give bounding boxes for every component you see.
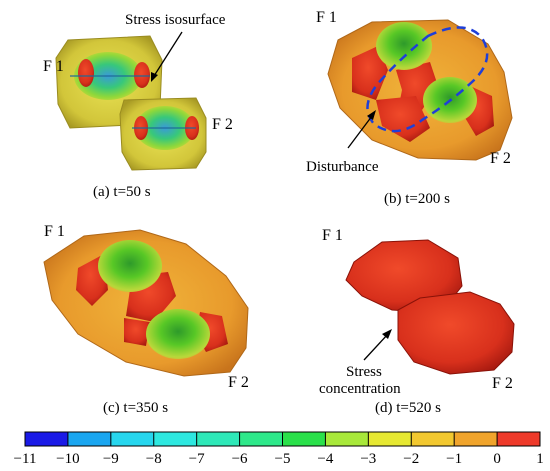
stress-concentration-arrow <box>363 333 389 361</box>
stress-concentration-arrowhead <box>382 329 392 339</box>
panel-b-fracture-1-bowl <box>376 22 432 70</box>
panel-c-fracture-1-bowl <box>98 240 162 292</box>
colorbar-segment <box>25 432 69 446</box>
colorbar-tick-label: −4 <box>317 451 333 467</box>
panel-b-f2-label: F 2 <box>490 150 511 167</box>
colorbar-tick-label: −9 <box>103 451 119 467</box>
panel-b-f1-label: F 1 <box>316 9 337 26</box>
disturbance-label: Disturbance <box>306 159 379 175</box>
colorbar-segment <box>110 432 155 446</box>
colorbar-ticks: −11 −10 −9 −8 −7 −6 −5 −4 −3 −2 −1 0 1 <box>14 432 544 467</box>
colorbar-segment <box>67 432 112 446</box>
stress-isosurface-label: Stress isosurface <box>125 12 226 28</box>
panel-a-f2-label: F 2 <box>212 116 233 133</box>
colorbar-tick-label: −7 <box>189 451 205 467</box>
colorbar-segment <box>454 432 498 446</box>
panel-b-caption: (b) t=200 s <box>384 191 450 207</box>
panel-b-red-lobe-left <box>352 46 388 100</box>
panel-d: Stress concentration F 1 F 2 (d) t=520 s <box>319 227 515 416</box>
panel-d-f1-label: F 1 <box>322 227 343 244</box>
stress-isosurface-arrowhead <box>151 72 158 82</box>
colorbar-tick-label: −5 <box>275 451 291 467</box>
stress-isosurface-arrow <box>153 31 183 77</box>
colorbar-segment <box>282 432 326 446</box>
colorbar-tick-label: 0 <box>493 451 501 467</box>
colorbar-segment <box>325 432 369 446</box>
panel-c-fracture-2-bowl <box>146 309 210 359</box>
colorbar-tick-label: −10 <box>56 451 79 467</box>
fracture-1-left-lobe <box>78 59 94 87</box>
colorbar-tick-label: −3 <box>360 451 376 467</box>
colorbar-segment <box>411 432 455 446</box>
panel-d-f2-label: F 2 <box>492 375 513 392</box>
panel-a: Stress isosurface F 1 F 2 (a) t=50 s <box>43 12 233 200</box>
panel-c-f2-label: F 2 <box>228 374 249 391</box>
colorbar-tick-label: 1 <box>536 451 544 467</box>
colorbar-segments <box>25 432 541 446</box>
panel-c-caption: (c) t=350 s <box>103 400 168 416</box>
disturbance-arrow <box>347 115 373 149</box>
panel-a-f1-label: F 1 <box>43 58 64 75</box>
colorbar-segment <box>239 432 283 446</box>
colorbar-segment <box>368 432 412 446</box>
colorbar-tick-label: −6 <box>232 451 248 467</box>
panel-d-fracture-2-zone <box>397 291 515 375</box>
colorbar-segment <box>196 432 241 446</box>
stress-concentration-label-line1: Stress <box>346 364 382 380</box>
disturbance-outline <box>366 26 489 133</box>
colorbar-tick-label: −8 <box>146 451 162 467</box>
stress-concentration-label-line2: concentration <box>319 381 401 397</box>
disturbance-arrowhead <box>367 110 376 120</box>
colorbar-tick-label: −1 <box>446 451 462 467</box>
colorbar: −11 −10 −9 −8 −7 −6 −5 −4 −3 −2 −1 0 1 <box>14 431 544 467</box>
panel-a-caption: (a) t=50 s <box>93 184 151 200</box>
colorbar-tick-label: −11 <box>14 451 37 467</box>
panel-c-red-lobe-bottom <box>124 318 150 346</box>
colorbar-tick-label: −2 <box>403 451 419 467</box>
colorbar-segment <box>153 432 198 446</box>
panel-b: Disturbance F 1 F 2 (b) t=200 s <box>306 9 513 207</box>
panel-c: F 1 F 2 (c) t=350 s <box>43 223 249 416</box>
panel-d-caption: (d) t=520 s <box>375 400 441 416</box>
panel-b-red-lobe-bottom <box>376 96 430 142</box>
panel-c-f1-label: F 1 <box>44 223 65 240</box>
colorbar-segment <box>497 432 541 446</box>
